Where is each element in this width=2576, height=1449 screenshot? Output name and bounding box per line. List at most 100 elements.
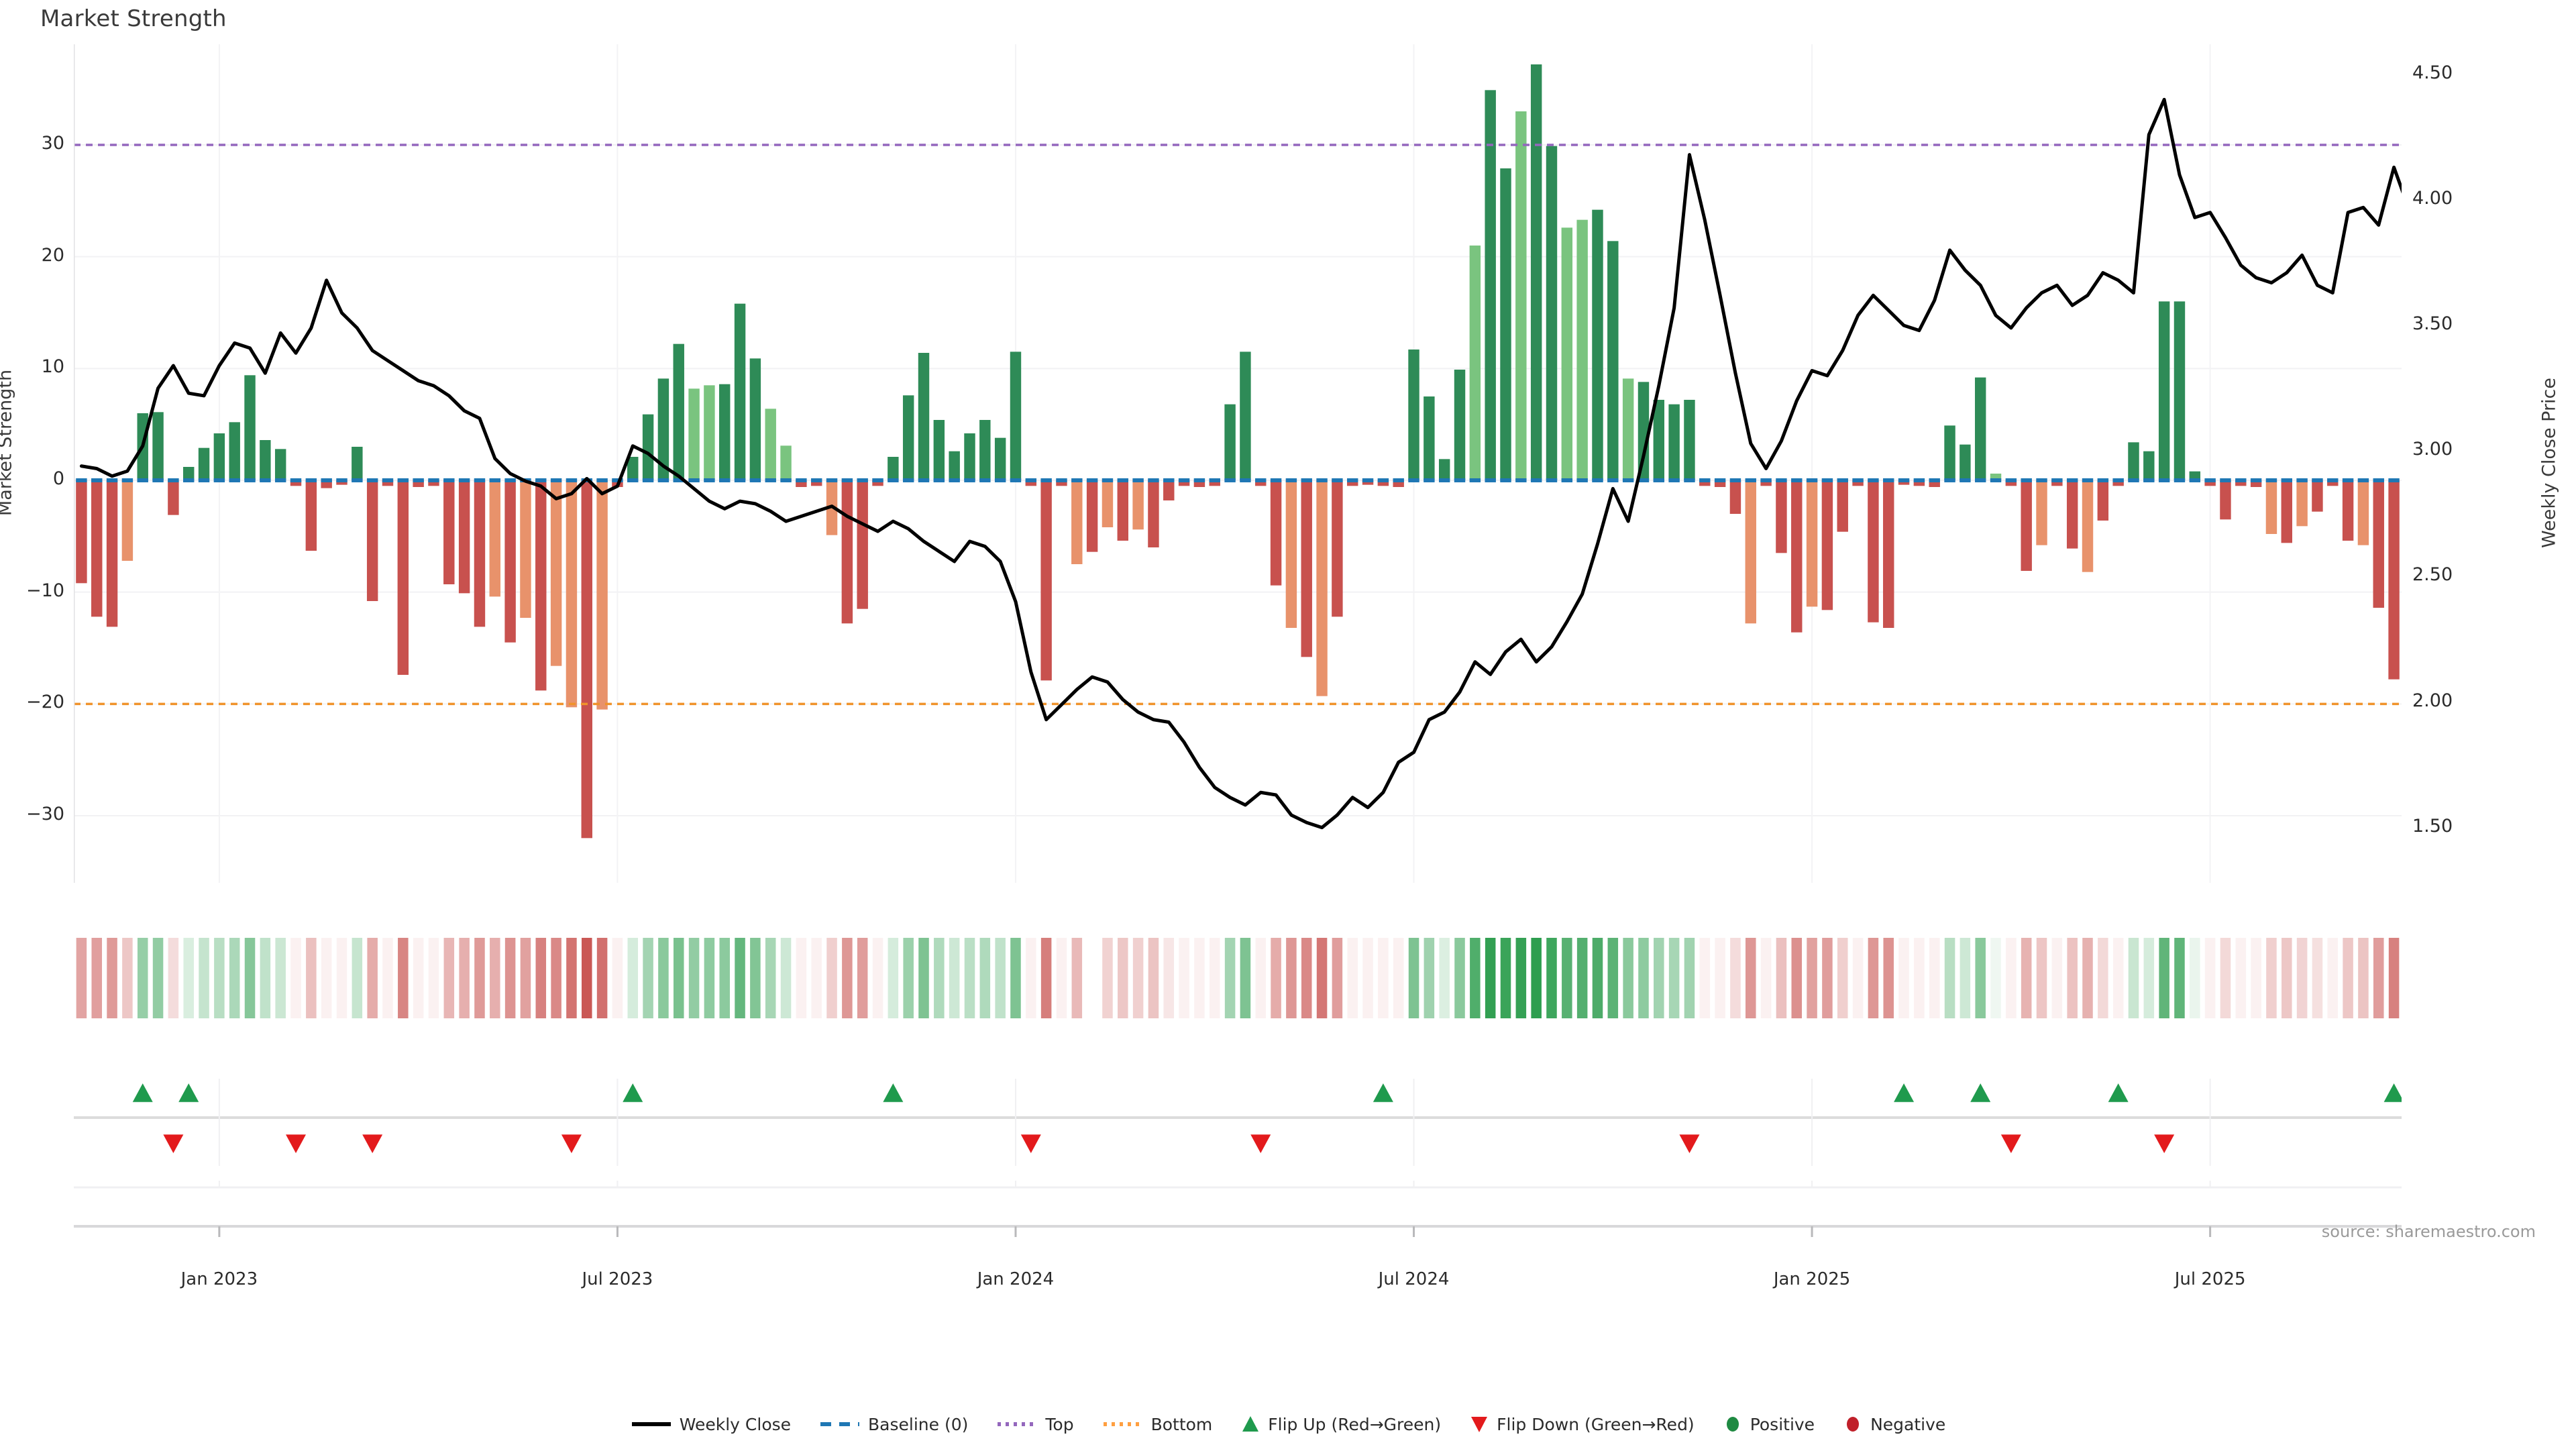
heatmap-cell — [535, 938, 547, 1018]
bar — [2312, 480, 2323, 512]
bar — [1960, 444, 1971, 480]
bar — [1592, 209, 1603, 480]
bar — [520, 480, 531, 618]
bar — [1485, 90, 1496, 480]
flip-down-marker — [561, 1134, 582, 1153]
heatmap-cell — [398, 938, 409, 1018]
legend-swatch-dot — [1847, 1417, 1860, 1432]
heatmap-cell — [199, 938, 209, 1018]
heatmap-cell — [2251, 938, 2261, 1018]
bar — [504, 480, 516, 643]
bar — [489, 480, 501, 597]
bar — [1500, 168, 1511, 480]
heatmap-cell — [1914, 938, 1925, 1018]
heatmap-cell — [1684, 938, 1695, 1018]
heatmap-cell — [811, 938, 822, 1018]
bar — [336, 480, 347, 485]
strength-bars — [76, 64, 2400, 839]
bar — [581, 480, 592, 839]
heatmap-cell — [857, 938, 868, 1018]
heatmap-cell — [627, 938, 639, 1018]
heatmap-cell — [1837, 938, 1848, 1018]
bar — [902, 395, 914, 480]
heatmap-cell — [796, 938, 807, 1018]
bar — [1163, 480, 1175, 500]
heatmap-cell — [1301, 938, 1312, 1018]
heatmap-cell — [750, 938, 761, 1018]
bar — [841, 480, 853, 624]
bar — [535, 480, 547, 691]
legend-label: Flip Up (Red→Green) — [1268, 1414, 1442, 1434]
bar — [1332, 480, 1343, 617]
y-tick-left: 0 — [52, 468, 64, 489]
heatmap-cell — [1607, 938, 1619, 1018]
heatmap-cell — [76, 938, 87, 1018]
bar — [1944, 425, 1955, 480]
bar — [933, 420, 945, 480]
flip-down-marker — [2000, 1134, 2021, 1153]
bar — [2021, 480, 2032, 571]
bar — [2082, 480, 2094, 572]
heatmap-cell — [1148, 938, 1159, 1018]
bar — [810, 480, 822, 486]
heatmap-cell — [183, 938, 194, 1018]
bar — [596, 480, 608, 710]
heatmap-cell — [1776, 938, 1787, 1018]
heatmap-cell — [1347, 938, 1358, 1018]
y-tick-right: 3.50 — [2412, 313, 2453, 335]
heatmap-cell — [1562, 938, 1572, 1018]
heatmap-cell — [2098, 938, 2108, 1018]
bar — [229, 422, 240, 480]
heatmap-cell — [2296, 938, 2308, 1018]
bar — [121, 480, 133, 561]
heatmap-cell — [2036, 938, 2047, 1018]
y-tick-right: 4.50 — [2412, 62, 2453, 83]
heatmap-cell — [979, 938, 991, 1018]
heatmap-cell — [306, 938, 317, 1018]
bar — [290, 480, 302, 486]
bar — [382, 480, 394, 486]
bar — [994, 437, 1006, 480]
bar — [765, 409, 776, 480]
bar — [2281, 480, 2293, 543]
bar — [260, 440, 271, 480]
legend-swatch-line-solid — [631, 1422, 671, 1426]
heatmap-cell — [2082, 938, 2093, 1018]
bar — [1638, 382, 1650, 480]
heatmap-cell — [551, 938, 561, 1018]
bar — [780, 445, 792, 480]
flip-up-marker — [2383, 1083, 2402, 1102]
heatmap-cell — [1546, 938, 1557, 1018]
x-tick: Jan 2024 — [977, 1269, 1055, 1289]
heatmap-cell — [1760, 938, 1772, 1018]
heatmap-cell — [290, 938, 301, 1018]
heatmap-cell — [107, 938, 117, 1018]
bar — [1883, 480, 1894, 628]
bar — [1653, 400, 1665, 480]
heatmap-cell — [2190, 938, 2200, 1018]
heatmap-cell — [765, 938, 776, 1018]
heatmap-cell — [122, 938, 133, 1018]
heatmap-cell — [949, 938, 960, 1018]
bar — [1270, 480, 1282, 586]
main-chart-plot — [74, 44, 2402, 883]
heatmap-cell — [275, 938, 286, 1018]
heatmap-cell — [1271, 938, 1281, 1018]
y-axis-right-label: Weekly Close Price — [2538, 377, 2560, 549]
heatmap-cell — [1592, 938, 1603, 1018]
heatmap-cell — [474, 938, 485, 1018]
bar — [1056, 480, 1067, 486]
heatmap-cell — [2021, 938, 2032, 1018]
heatmap-cell — [596, 938, 608, 1018]
bar — [2204, 480, 2216, 486]
y-tick-left: −10 — [26, 580, 64, 601]
heatmap-cell — [1654, 938, 1664, 1018]
legend-swatch-line-dotted — [1103, 1422, 1142, 1426]
heatmap-cell — [658, 938, 669, 1018]
bar — [2051, 480, 2063, 486]
heatmap-cell — [2266, 938, 2277, 1018]
heatmap-cell — [1576, 938, 1588, 1018]
heatmap-cell — [459, 938, 470, 1018]
bar — [1117, 480, 1129, 541]
bar — [2250, 480, 2262, 487]
